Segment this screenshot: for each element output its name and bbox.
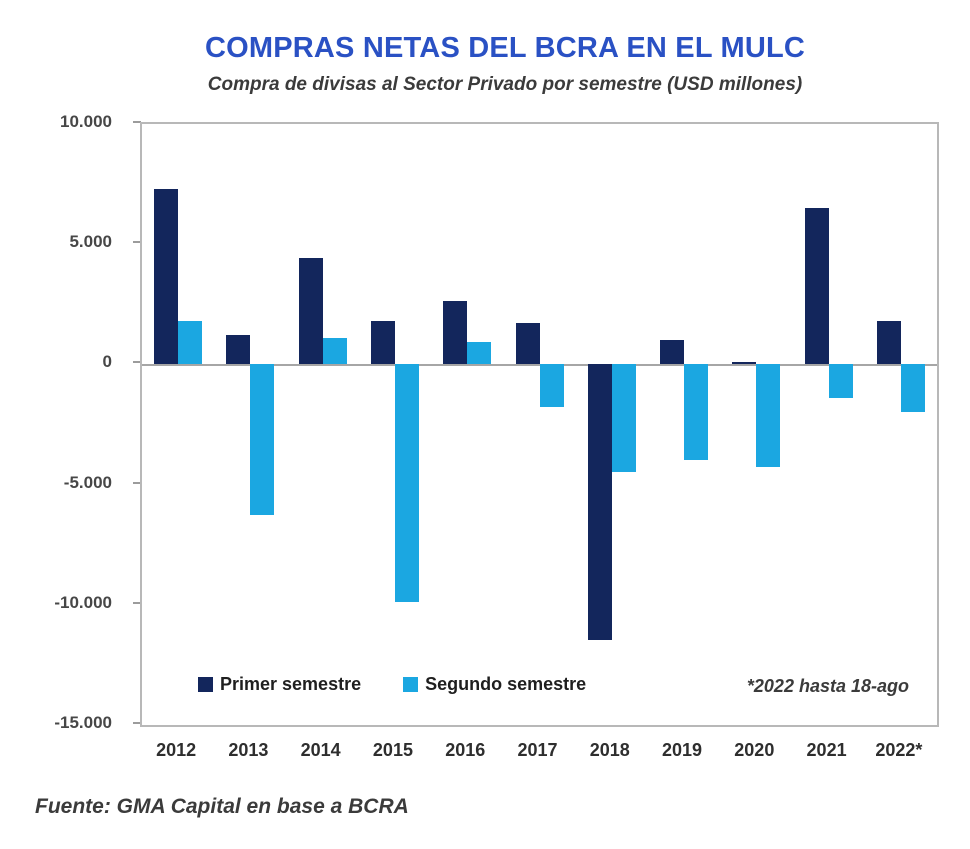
- bar-segundo-semestre-2019: [684, 364, 709, 461]
- x-axis-label-2020: 2020: [734, 740, 775, 760]
- bar-segundo-semestre-2012: [178, 320, 203, 364]
- bar-primer-semestre-2017: [515, 323, 540, 364]
- legend-label: Primer semestre: [220, 674, 362, 694]
- legend-swatch-icon: [403, 677, 419, 692]
- bar-segundo-semestre-2020: [756, 364, 781, 468]
- y-axis-tick: [133, 361, 141, 364]
- bar-primer-semestre-2013: [226, 335, 251, 364]
- bar-primer-semestre-2016: [443, 301, 468, 364]
- x-axis-label-2012: 2012: [156, 740, 197, 760]
- bar-segundo-semestre-2018: [611, 364, 636, 473]
- x-axis-label-2019: 2019: [662, 740, 703, 760]
- y-axis-label: 10.000: [60, 112, 112, 131]
- bar-primer-semestre-2022: [876, 320, 901, 364]
- bar-primer-semestre-2012: [154, 188, 179, 364]
- legend-item-segundo-semestre: Segundo semestre: [403, 674, 586, 695]
- y-axis-label: -5.000: [63, 472, 112, 492]
- bar-segundo-semestre-2014: [322, 337, 347, 364]
- annotation-2022: *2022 hasta 18-ago: [746, 676, 909, 696]
- y-axis-tick: [133, 601, 141, 604]
- legend-item-primer-semestre: Primer semestre: [198, 674, 361, 695]
- plot-area: Primer semestre Segundo semestre *2022 ha…: [140, 122, 939, 727]
- chart-subtitle: Compra de divisas al Sector Privado por …: [207, 74, 803, 95]
- y-axis-tick: [133, 481, 141, 484]
- x-axis-label-2017: 2017: [517, 740, 558, 760]
- y-axis: 10.000 5.000 0 -5.000 -10.000 -15.000: [0, 112, 141, 732]
- x-axis-label-2022: 2022*: [875, 740, 923, 760]
- x-axis-label-2021: 2021: [806, 740, 847, 760]
- x-axis-label-2016: 2016: [445, 740, 486, 760]
- bar-segundo-semestre-2021: [828, 364, 853, 398]
- y-axis-label: 5.000: [69, 232, 112, 252]
- y-axis-label: -10.000: [54, 592, 112, 612]
- bar-primer-semestre-2019: [660, 339, 685, 364]
- chart-title: COMPRAS NETAS DEL BCRA EN EL MULC: [204, 32, 806, 64]
- y-axis-tick: [133, 121, 141, 123]
- legend-swatch-icon: [198, 677, 213, 692]
- x-axis-label-2015: 2015: [372, 740, 413, 760]
- bar-segundo-semestre-2017: [539, 364, 564, 408]
- x-axis-label-2013: 2013: [228, 740, 269, 760]
- bar-primer-semestre-2021: [804, 207, 829, 364]
- bar-segundo-semestre-2013: [250, 364, 275, 516]
- bar-segundo-semestre-2016: [467, 342, 492, 364]
- source-note: Fuente: GMA Capital en base a BCRA: [35, 795, 409, 818]
- bar-segundo-semestre-2015: [394, 364, 419, 602]
- legend-label: Segundo semestre: [425, 674, 587, 694]
- y-axis-tick: [133, 722, 141, 724]
- bar-primer-semestre-2020: [732, 361, 757, 364]
- bar-primer-semestre-2014: [298, 258, 323, 364]
- y-axis-tick: [133, 241, 141, 244]
- x-axis-label-2014: 2014: [300, 740, 341, 760]
- y-axis-label: 0: [102, 352, 112, 372]
- bar-primer-semestre-2018: [587, 364, 612, 641]
- x-axis: 2012 2013 2014 2015 2016 2017 2018 2019 2020 2021…: [140, 740, 939, 770]
- bar-segundo-semestre-2022: [900, 364, 925, 413]
- y-axis-label: -15.000: [54, 713, 112, 732]
- bar-primer-semestre-2015: [370, 320, 395, 364]
- legend: Primer semestre Segundo semestre: [198, 674, 586, 695]
- x-axis-label-2018: 2018: [589, 740, 630, 760]
